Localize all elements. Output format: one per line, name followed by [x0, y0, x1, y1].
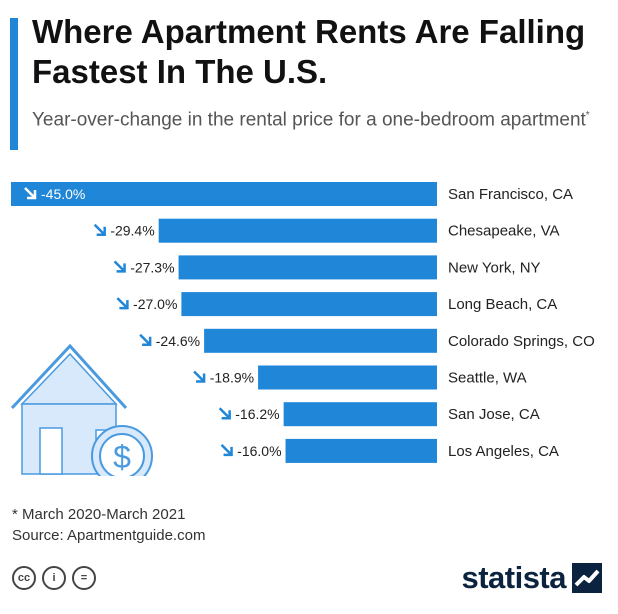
category-label: Chesapeake, VA: [448, 223, 559, 240]
footnote-period: * March 2020-March 2021: [12, 506, 186, 523]
down-right-arrow-icon: [139, 333, 152, 347]
brand-name: statista: [461, 560, 566, 595]
bar-value-label: -16.2%: [235, 406, 279, 422]
category-label: Los Angeles, CA: [448, 443, 559, 460]
dollar-sign-icon: $: [113, 439, 131, 475]
statista-mark-icon: [572, 563, 602, 593]
attribution-icon[interactable]: i: [42, 566, 66, 590]
category-label: New York, NY: [448, 259, 541, 276]
source-note: Source: Apartmentguide.com: [12, 527, 206, 544]
no-derivatives-icon[interactable]: =: [72, 566, 96, 590]
down-right-arrow-icon: [93, 223, 106, 236]
bar-value-label: -29.4%: [110, 223, 154, 239]
house-illustration-icon: $: [10, 343, 153, 476]
bar: [158, 218, 437, 243]
down-right-arrow-icon: [113, 260, 126, 273]
bar: [181, 292, 437, 317]
category-label: Long Beach, CA: [448, 296, 557, 313]
bar-value-label: -45.0%: [41, 186, 85, 202]
category-label: Seattle, WA: [448, 370, 527, 387]
bar: [285, 438, 437, 463]
house-roof: [20, 352, 118, 405]
dollar-coin-inner: [99, 433, 145, 476]
category-label: Colorado Springs, CO: [448, 333, 595, 350]
subtitle-footnote-mark: *: [585, 110, 590, 121]
house-door: [39, 427, 63, 475]
bar-value-label: -18.9%: [210, 370, 254, 386]
category-label: San Jose, CA: [448, 406, 540, 423]
cc-icon[interactable]: cc: [12, 566, 36, 590]
statista-logo[interactable]: statista: [461, 560, 602, 596]
bar-value-label: -27.0%: [133, 296, 177, 312]
category-label: San Francisco, CA: [448, 186, 573, 203]
down-right-arrow-icon: [24, 187, 37, 200]
bar: [178, 255, 437, 280]
bars-layer: -45.0% San Francisco, CA -29.4% Chesapeake,…: [11, 182, 595, 463]
house-roof-outline: [10, 343, 128, 410]
subtitle: Year-over-change in the rental price for…: [32, 104, 592, 132]
down-right-arrow-icon: [218, 407, 231, 420]
down-right-arrow-icon: [193, 370, 206, 383]
subtitle-text: Year-over-change in the rental price for…: [32, 109, 586, 131]
page-title: Where Apartment Rents Are Falling Fastes…: [32, 13, 586, 90]
license-icons: cc i =: [12, 566, 96, 590]
accent-bar: [10, 18, 18, 150]
down-right-arrow-icon: [220, 444, 233, 457]
bar: [258, 365, 437, 390]
bar-value-label: -27.3%: [130, 259, 174, 275]
bar: [283, 402, 437, 427]
bar-value-label: -16.0%: [237, 443, 281, 459]
bar: [204, 328, 437, 353]
bar: [11, 182, 437, 206]
footnote: * March 2020-March 2021 Source: Apartmen…: [12, 504, 205, 546]
bar-chart: $ -45.0% San Francisco, CA -29.4% Chesapeak…: [10, 182, 595, 476]
bar-value-label: -24.6%: [156, 333, 200, 349]
down-right-arrow-icon: [116, 297, 129, 310]
